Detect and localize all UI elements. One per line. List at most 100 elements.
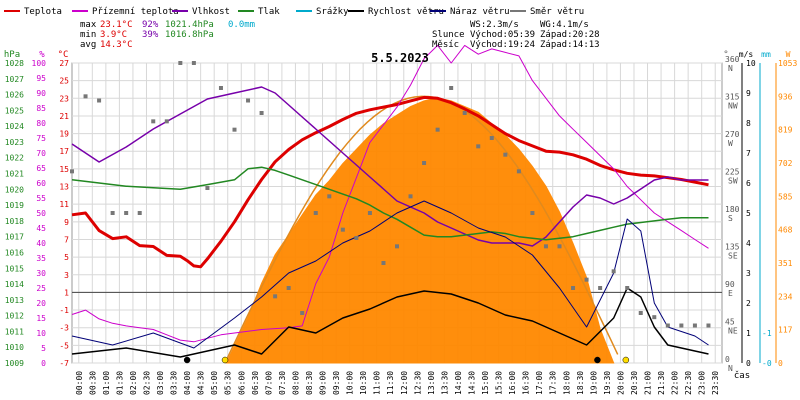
wind-direction-point [422, 161, 427, 165]
series-teplota [71, 95, 709, 269]
tick-x: 03:00 [156, 371, 165, 395]
tick-x: 02:00 [129, 371, 138, 395]
tick-hpa: 1013 [5, 296, 24, 305]
tick-dir-deg: 270 [725, 130, 740, 139]
wind-direction-point [530, 211, 535, 215]
sunrise-marker [221, 356, 229, 364]
series-náraz-větru [71, 200, 709, 349]
tick-temp: 27 [59, 59, 69, 68]
tick-x: 16:30 [522, 371, 531, 395]
tick-x: 15:00 [481, 371, 490, 395]
axis-unit-solar: W [786, 50, 791, 59]
tick-wind: 7 [746, 149, 751, 158]
tick-temp: 5 [64, 253, 69, 262]
tick-x: 18:00 [562, 371, 571, 395]
axis-unit-rain: mm [761, 50, 771, 59]
moonset: Západ:14:13 [540, 40, 600, 50]
tick-pct: 60 [36, 179, 46, 188]
moon-label: Měsíc [432, 40, 459, 50]
tick-x: 12:30 [413, 371, 422, 395]
tick-x: 09:00 [319, 371, 328, 395]
tick-hpa: 1028 [5, 59, 24, 68]
tick-dir-deg: 315 [725, 93, 740, 102]
tick-hpa: 1019 [5, 201, 24, 210]
tick-x: 19:00 [589, 371, 598, 395]
tick-x: 12:00 [400, 371, 409, 395]
wind-direction-point [598, 286, 603, 290]
tick-x: 21:30 [657, 371, 666, 395]
stat-min-label: min [80, 30, 96, 40]
tick-x: 11:30 [386, 371, 395, 395]
tick-solar: 234 [778, 292, 793, 301]
tick-wind: 2 [746, 299, 751, 308]
tick-hpa: 1021 [5, 170, 24, 179]
tick-hpa: 1024 [5, 122, 24, 131]
wind-direction-point [652, 315, 657, 320]
tick-x: 01:00 [102, 371, 111, 395]
tick-x: 01:30 [115, 371, 124, 395]
wind-direction-point [516, 169, 521, 174]
tick-x: 23:00 [698, 371, 707, 395]
tick-temp: 25 [59, 77, 69, 86]
stat-max-hum: 92% [142, 20, 159, 30]
tick-pct: 40 [36, 239, 46, 248]
chart-title: 5.5.2023 [371, 51, 429, 65]
tick-x: 20:30 [630, 371, 639, 395]
legend-label: Vlhkost [192, 7, 230, 17]
tick-hpa: 1022 [5, 154, 24, 163]
tick-temp: 3 [64, 271, 69, 280]
tick-dir-deg: 0 [725, 355, 730, 364]
tick-wind: 5 [746, 209, 751, 218]
wind-direction-point [259, 111, 264, 115]
tick-x: 14:30 [467, 371, 476, 395]
series-přízemní-teplota [71, 44, 709, 343]
series-tlak [71, 166, 709, 241]
tick-hpa: 1009 [5, 359, 24, 368]
tick-dir-label: E [728, 289, 733, 298]
tick-pct: 0 [41, 359, 46, 368]
tick-dir-label: N [728, 64, 733, 73]
wind-direction-point [611, 269, 616, 274]
wind-direction-point [313, 211, 318, 215]
wind-direction-point [164, 119, 169, 124]
tick-x: 17:00 [535, 371, 544, 395]
wind-direction-point [625, 286, 630, 290]
wind-direction-point [543, 244, 548, 249]
sun-label: Slunce [432, 30, 465, 40]
wind-direction-point [246, 98, 251, 103]
tick-x: 07:00 [264, 371, 273, 395]
tick-pct: 45 [36, 224, 46, 233]
tick-dir-label: W [728, 139, 733, 148]
axis-unit-temp: °C [58, 50, 69, 60]
axis-unit-wind: m/s [739, 50, 754, 59]
tick-pct: 75 [36, 134, 46, 143]
tick-x: 22:00 [671, 371, 680, 395]
tick-temp: -7 [59, 359, 69, 368]
series-vlhkost [71, 86, 709, 247]
tick-x: 08:30 [305, 371, 314, 395]
tick-temp: -1 [59, 306, 69, 315]
wind-direction-point [381, 261, 386, 265]
tick-x: 10:30 [359, 371, 368, 395]
series-rychlost-větru [71, 287, 709, 358]
tick-temp: 23 [59, 94, 69, 103]
tick-hpa: 1027 [5, 75, 24, 84]
legend-label: Směr větru [530, 7, 584, 17]
tick-hpa: 1010 [5, 343, 24, 352]
tick-dir-deg: 360 [725, 55, 740, 64]
tick-x: 05:00 [210, 371, 219, 395]
wind-direction-point [286, 286, 291, 290]
wind-direction-point [489, 136, 494, 140]
tick-temp: 17 [59, 147, 69, 156]
wind-direction-point [638, 311, 643, 315]
tick-pct: 35 [36, 254, 46, 263]
tick-dir-deg: 45 [725, 318, 735, 327]
solar-layer [224, 95, 619, 364]
tick-x: 19:30 [603, 371, 612, 395]
tick-wind: 4 [746, 239, 751, 248]
tick-hpa: 1026 [5, 91, 24, 100]
axes-layer: 1009101010111012101310141015101610171018… [5, 55, 798, 395]
tick-pct: 25 [36, 284, 46, 293]
tick-x: 18:30 [576, 371, 585, 395]
